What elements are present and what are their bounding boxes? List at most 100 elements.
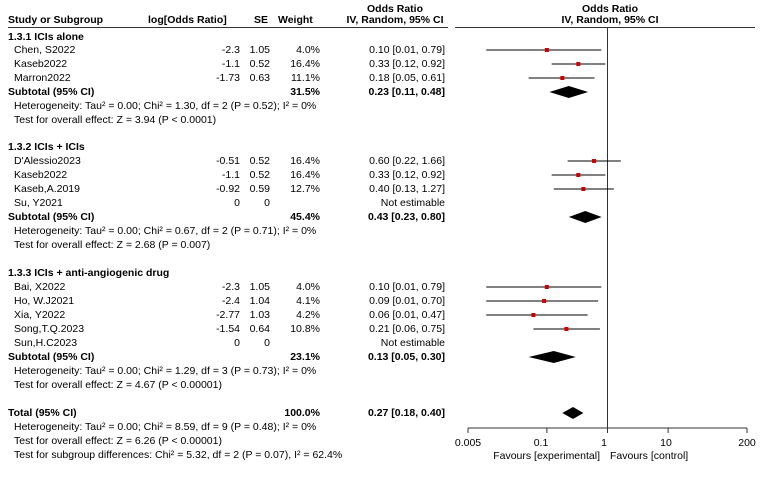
header-rule-right [455,27,755,28]
header-weight: Weight [278,14,313,26]
study-weight: 16.4% [290,58,320,70]
total-weight: 100.0% [284,407,320,419]
study-point-marker [560,76,565,80]
study-se: 0 [264,197,270,209]
study-log-or: -2.77 [216,309,240,321]
subgroup-differences-text: Test for subgroup differences: Chi² = 5.… [14,449,343,461]
subtotal-weight: 31.5% [290,86,320,98]
study-ci: 0.10 [0.01, 0.79] [369,281,445,293]
heterogeneity-text: Heterogeneity: Tau² = 0.00; Chi² = 0.67,… [14,225,317,237]
x-tick-label: 200 [738,437,756,449]
study-log-or: -1.1 [221,58,240,70]
study-log-or: 0 [234,197,240,209]
study-weight: 16.4% [290,169,320,181]
group-title: 1.3.1 ICIs alone [8,31,84,43]
header-study: Study or Subgroup [8,14,104,26]
study-ci: 0.10 [0.01, 0.79] [369,44,445,56]
total-overall-effect-text: Test for overall effect: Z = 6.26 (P < 0… [14,435,222,447]
subtotal-diamond [549,86,589,98]
study-ci: 0.21 [0.06, 0.75] [369,323,445,335]
group-title: 1.3.2 ICIs + ICIs [8,141,85,153]
subtotal-ci: 0.43 [0.23, 0.80] [367,211,445,223]
study-point-marker [542,299,547,303]
study-se: 0.52 [249,169,270,181]
header-or-title: Odds Ratio [366,3,423,15]
study-se: 1.04 [249,295,270,307]
header-log-or: log[Odds Ratio] [148,14,227,26]
study-log-or: -1.1 [221,169,240,181]
study-ci: Not estimable [380,337,445,349]
study-point-marker [544,285,549,289]
subtotal-ci: 0.23 [0.11, 0.48] [368,86,445,98]
study-ci: 0.09 [0.01, 0.70] [369,295,445,307]
study-se: 0.52 [249,155,270,167]
overall-effect-text: Test for overall effect: Z = 3.94 (P < 0… [14,114,217,126]
study-name: Chen, S2022 [14,44,76,56]
study-point-marker [581,187,586,191]
header-se: SE [254,14,269,26]
study-weight: 16.4% [290,155,320,167]
study-se: 1.03 [249,309,270,321]
study-log-or: -0.92 [216,183,240,195]
study-se: 0.63 [249,72,270,84]
study-log-or: -2.3 [221,44,240,56]
study-log-or: -0.51 [216,155,240,167]
study-name: Kaseb2022 [14,169,68,181]
subtotal-label: Subtotal (95% CI) [8,86,95,98]
subtotal-weight: 23.1% [290,351,320,363]
study-point-marker [576,173,581,177]
total-ci: 0.27 [0.18, 0.40] [367,407,445,419]
total-heterogeneity-text: Heterogeneity: Tau² = 0.00; Chi² = 8.59,… [14,421,317,433]
study-name: Kaseb2022 [14,58,68,70]
x-tick-label: 0.005 [454,437,482,449]
x-tick-label: 0.1 [533,437,549,449]
study-name: Xia, Y2022 [14,309,66,321]
study-ci: 0.33 [0.12, 0.92] [369,169,445,181]
study-name: Song,T.Q.2023 [14,323,85,335]
study-weight: 4.0% [296,44,320,56]
study-name: Kaseb,A.2019 [14,183,80,195]
study-name: Sun,H.C2023 [14,337,78,349]
x-tick-label: 10 [660,437,672,449]
study-ci: 0.18 [0.05, 0.61] [369,72,445,84]
study-weight: 4.1% [296,295,320,307]
x-tick-label: 1 [601,437,607,449]
study-log-or: -2.3 [221,281,240,293]
subtotal-weight: 45.4% [290,211,320,223]
study-log-or: -1.54 [216,323,240,335]
subtotal-diamond [568,211,602,223]
heterogeneity-text: Heterogeneity: Tau² = 0.00; Chi² = 1.29,… [14,365,317,377]
study-point-marker [544,48,549,52]
study-ci: 0.06 [0.01, 0.47] [369,309,445,321]
study-weight: 4.0% [296,281,320,293]
study-name: Ho, W.J2021 [14,295,75,307]
header-plot-title: Odds Ratio [581,3,638,15]
study-ci: 0.60 [0.22, 1.66] [369,155,445,167]
study-se: 0.64 [249,323,270,335]
subtotal-diamond [528,351,576,363]
study-ci: 0.40 [0.13, 1.27] [369,183,445,195]
study-name: D'Alessio2023 [14,155,81,167]
heterogeneity-text: Heterogeneity: Tau² = 0.00; Chi² = 1.30,… [14,100,317,112]
study-name: Marron2022 [14,72,71,84]
study-point-marker [592,159,597,163]
subtotal-label: Subtotal (95% CI) [8,351,95,363]
study-weight: 12.7% [290,183,320,195]
study-name: Bai, X2022 [14,281,66,293]
study-log-or: -1.73 [216,72,240,84]
study-log-or: 0 [234,337,240,349]
total-diamond [562,407,584,419]
study-se: 0.59 [249,183,270,195]
study-se: 1.05 [249,44,270,56]
favours-control-label: Favours [control] [610,450,689,462]
study-ci: 0.33 [0.12, 0.92] [369,58,445,70]
subtotal-label: Subtotal (95% CI) [8,211,95,223]
study-se: 1.05 [249,281,270,293]
study-se: 0.52 [249,58,270,70]
favours-experimental-label: Favours [experimental] [493,450,600,462]
study-point-marker [564,327,569,331]
header-plot-method: IV, Random, 95% CI [561,14,659,26]
group-title: 1.3.3 ICIs + anti-angiogenic drug [8,267,170,279]
